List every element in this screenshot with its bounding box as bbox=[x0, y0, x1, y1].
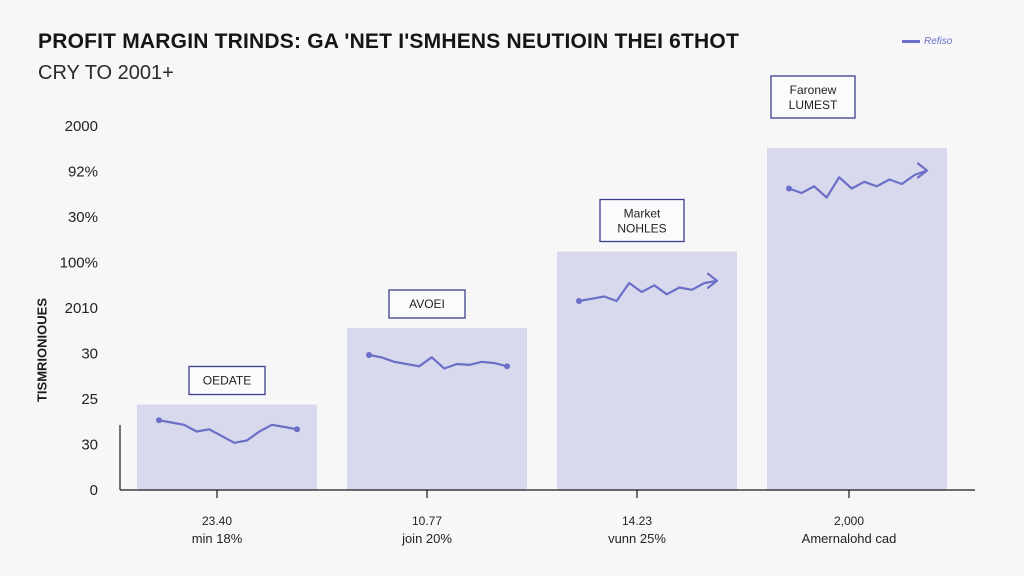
chart-subtitle: CRY TO 2001+ bbox=[38, 62, 174, 84]
sparkline-arrow bbox=[706, 272, 719, 289]
y-tick-label: 100% bbox=[60, 255, 98, 272]
bar-labels-group: 23.40 min 18% OEDATE 10.77 join 20% AVOEI 14.2… bbox=[188, 75, 897, 546]
sparkline-end-dot bbox=[504, 363, 510, 370]
legend-swatch bbox=[902, 40, 920, 43]
bar bbox=[347, 328, 527, 490]
y-tick-label: 2000 bbox=[65, 118, 98, 135]
y-tick-label: 30 bbox=[81, 346, 98, 363]
x-tick-label: 10.77 bbox=[412, 514, 442, 528]
sparkline bbox=[577, 279, 719, 303]
sparkline-end-dot bbox=[294, 426, 300, 433]
x-tick-label: 23.40 bbox=[202, 514, 232, 528]
x-tick-label: 14.23 bbox=[622, 514, 652, 528]
bar bbox=[137, 404, 317, 490]
bar-annotation-text: AVOEI bbox=[409, 297, 445, 311]
sparklines-group bbox=[156, 162, 929, 444]
sparkline bbox=[367, 353, 509, 370]
sparkline-start-dot bbox=[366, 352, 372, 358]
x-tick-label: 2,000 bbox=[834, 514, 864, 528]
y-tick-label: 30% bbox=[68, 209, 98, 226]
legend: Refiso bbox=[902, 36, 952, 47]
sparkline-start-dot bbox=[786, 185, 792, 192]
sparkline bbox=[787, 169, 929, 199]
y-tick-label: 0 bbox=[90, 482, 98, 499]
x-tick-sublabel: min 18% bbox=[192, 531, 243, 546]
bar-annotation-text: NOHLES bbox=[617, 222, 666, 236]
y-tick-label: 2010 bbox=[65, 300, 98, 317]
bar-annotation-box bbox=[770, 75, 856, 119]
bar-annotation-text: Market bbox=[624, 207, 661, 221]
sparkline-start-dot bbox=[156, 417, 162, 424]
legend-label: Refiso bbox=[924, 36, 953, 47]
axis-group: 0 30 25 30 2010 100% 30% 92% 2000 bbox=[60, 118, 975, 499]
chart-title: PROFIT MARGIN TRINDS: GA 'NET I'SMHENS N… bbox=[38, 30, 739, 53]
bar bbox=[557, 251, 737, 490]
bar-annotation-text: LUMEST bbox=[789, 98, 838, 112]
bar-annotation-text: OEDATE bbox=[203, 374, 251, 388]
x-tick-sublabel: vunn 25% bbox=[608, 531, 666, 546]
x-tick-sublabel: Amernalohd cad bbox=[802, 531, 897, 546]
bars-group bbox=[137, 148, 947, 490]
bar-annotation-box bbox=[188, 365, 266, 396]
bar-annotation-text: Faronew bbox=[790, 83, 837, 97]
bar-annotation-box bbox=[599, 198, 685, 243]
y-tick-label: 30 bbox=[81, 437, 98, 454]
y-tick-label: 25 bbox=[81, 391, 98, 408]
x-tick-sublabel: join 20% bbox=[401, 531, 452, 546]
bar-annotation-box bbox=[388, 289, 466, 319]
sparkline-start-dot bbox=[576, 298, 582, 304]
sparkline-arrow bbox=[916, 162, 929, 179]
bar bbox=[767, 148, 947, 490]
sparkline bbox=[157, 419, 299, 444]
y-tick-label: 92% bbox=[68, 164, 98, 181]
